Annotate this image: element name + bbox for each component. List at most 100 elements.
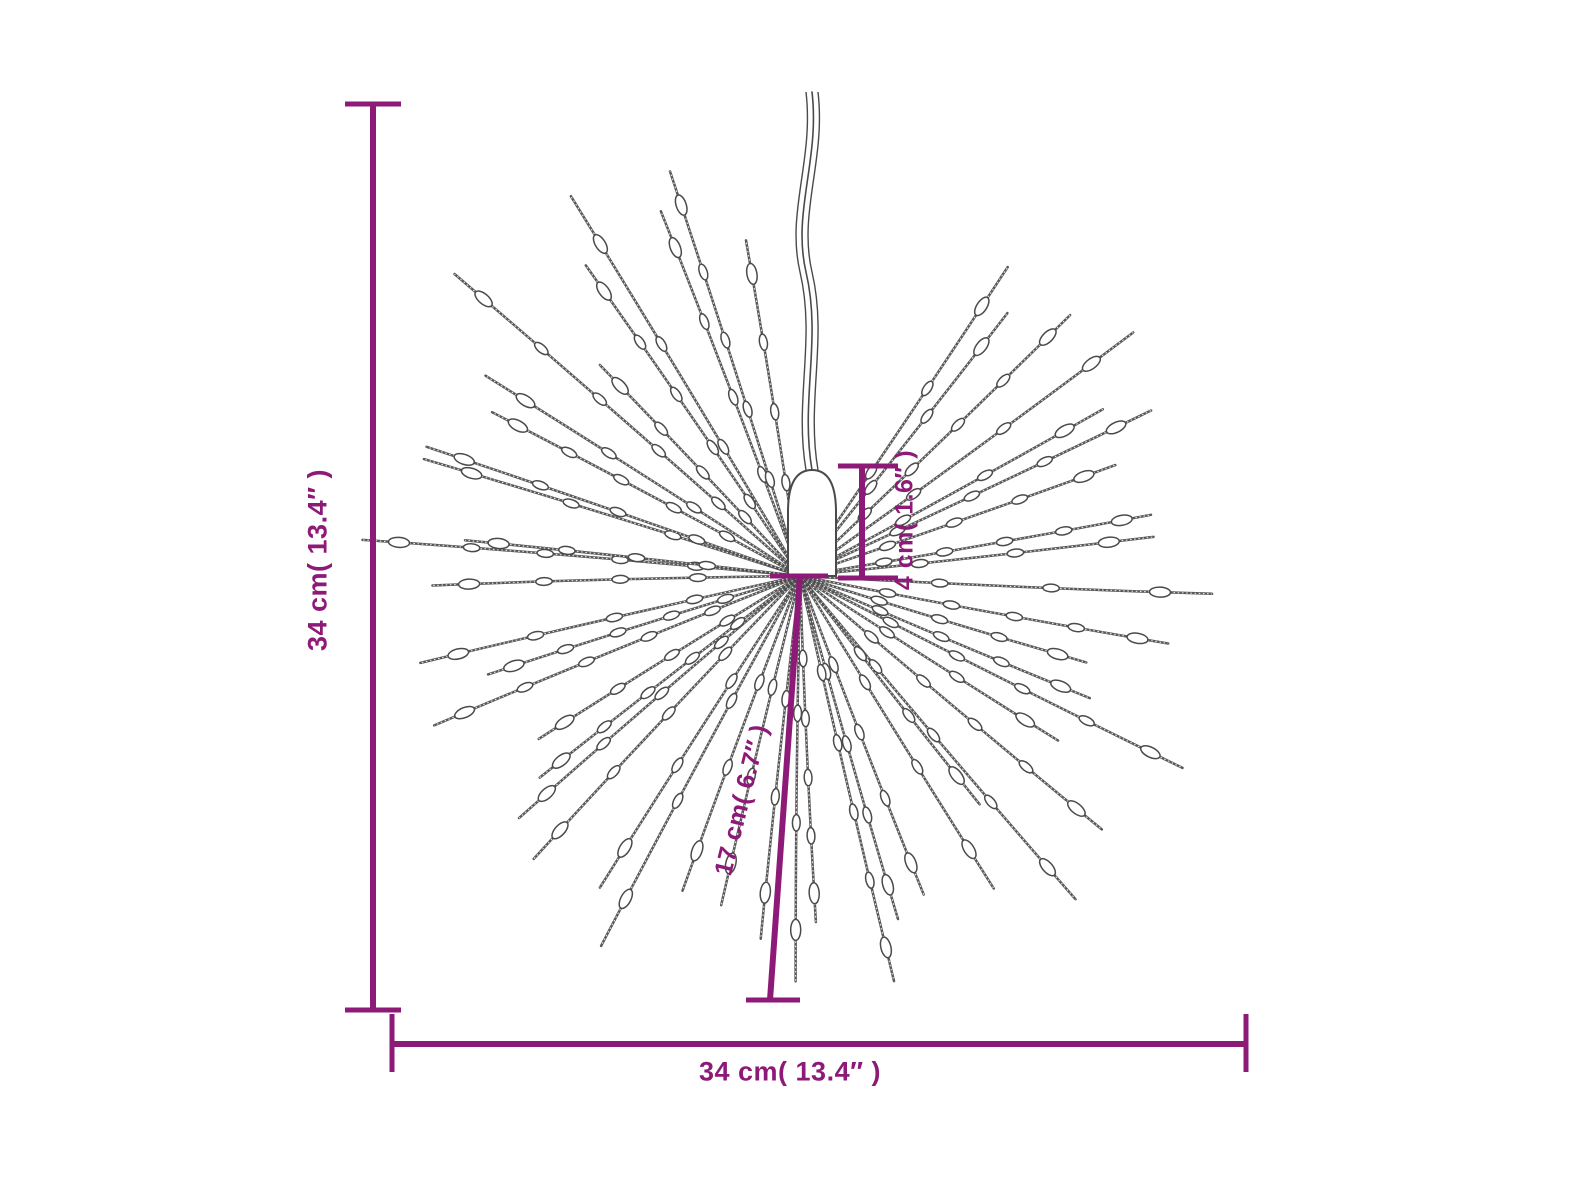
led-bulb (948, 670, 965, 684)
led-bulb (758, 333, 769, 352)
led-bulb (976, 469, 994, 482)
led-bulb (1018, 760, 1034, 774)
led-bulb (1139, 745, 1161, 760)
led-bulb (841, 735, 852, 753)
led-bulb (808, 881, 820, 905)
led-bulb (828, 656, 839, 674)
led-wire-strand (453, 272, 802, 578)
led-bulb (718, 646, 733, 662)
power-cord (795, 87, 821, 475)
led-bulb (685, 594, 704, 605)
led-bulb (932, 631, 950, 643)
led-bulb (600, 446, 617, 460)
led-bulb (769, 402, 780, 421)
wire-twist-texture (799, 575, 1213, 595)
led-bulb (611, 574, 630, 584)
led-bulb (617, 837, 633, 858)
led-bulb (1038, 857, 1057, 877)
wire-twist-texture (799, 575, 925, 895)
led-bulb (556, 643, 575, 655)
led-bulb (503, 659, 525, 673)
led-wire-strand (361, 538, 802, 578)
led-bulb (948, 766, 965, 786)
led-bulb (879, 936, 893, 959)
led-bulb (515, 392, 536, 409)
power-cord-edge (807, 91, 821, 471)
led-bulb (992, 656, 1010, 668)
led-bulb (1110, 514, 1133, 527)
led-bulb (536, 548, 555, 559)
led-bulb (724, 852, 737, 875)
led-bulb (904, 462, 920, 477)
led-bulb (973, 337, 990, 357)
led-wire-strand (584, 264, 802, 578)
led-strand-group (361, 170, 1214, 983)
led-bulb (698, 313, 710, 331)
wire-twist-texture (799, 514, 1152, 577)
wire-twist-texture (539, 575, 801, 779)
led-bulb (562, 498, 580, 509)
led-bulb (720, 331, 731, 349)
wire-twist-texture (454, 273, 801, 577)
led-bulb (674, 194, 688, 216)
led-bulb (791, 813, 801, 832)
led-bulb (832, 734, 843, 752)
wire-twist-texture (799, 575, 981, 805)
wire-twist-texture (799, 408, 1104, 577)
led-bulb (725, 673, 738, 690)
led-bulb (671, 792, 684, 810)
led-bulb (920, 408, 934, 424)
led-bulb (1148, 586, 1172, 598)
led-bulb (640, 630, 658, 642)
led-bulb (930, 578, 949, 588)
led-bulb (870, 595, 888, 606)
led-bulb (995, 422, 1012, 436)
led-bulb (730, 616, 746, 631)
led-bulb (963, 490, 981, 502)
led-bulb (690, 840, 704, 862)
led-bulb (1042, 583, 1061, 593)
led-bulb (1105, 420, 1127, 435)
led-bulb (935, 547, 954, 557)
led-bulb (864, 871, 875, 889)
led-bulb (915, 674, 932, 688)
dimension-label-housing-height: 4 cm( 1.6″ ) (890, 449, 919, 591)
led-bulb (879, 626, 895, 639)
led-bulb (578, 656, 595, 668)
led-bulb (759, 881, 772, 904)
led-bulb (746, 767, 757, 786)
led-bulb (507, 418, 529, 433)
wire-twist-texture (799, 575, 1183, 769)
led-bulb (973, 296, 990, 317)
led-bulb (848, 803, 859, 821)
led-bulb (453, 452, 476, 466)
led-bulb (592, 233, 609, 255)
led-bulb (967, 717, 983, 732)
led-bulb (889, 525, 907, 537)
led-bulb (516, 681, 534, 693)
wire-twist-texture (760, 575, 801, 939)
wire-twist-texture (799, 575, 895, 982)
led-bulb (789, 918, 802, 942)
wire-twist-texture (799, 332, 1134, 577)
power-cord-edge (795, 91, 809, 471)
led-bulb (990, 631, 1008, 643)
led-bulb (716, 593, 735, 604)
led-bulb (609, 682, 626, 696)
led-bulb (655, 335, 668, 353)
led-bulb (537, 784, 557, 803)
led-bulb (474, 290, 493, 308)
led-bulb (878, 540, 897, 552)
led-bulb (457, 578, 481, 590)
led-bulb (592, 392, 608, 406)
led-bulb (1097, 536, 1120, 549)
led-bulb (767, 678, 778, 697)
led-bulb (612, 473, 630, 486)
led-bulb (663, 648, 681, 662)
wire-twist-texture (585, 265, 801, 577)
led-bulb (1054, 423, 1075, 439)
led-bulb (1054, 526, 1073, 536)
led-bulb (881, 873, 895, 896)
led-bulb (879, 789, 891, 807)
led-bulb (551, 821, 569, 840)
